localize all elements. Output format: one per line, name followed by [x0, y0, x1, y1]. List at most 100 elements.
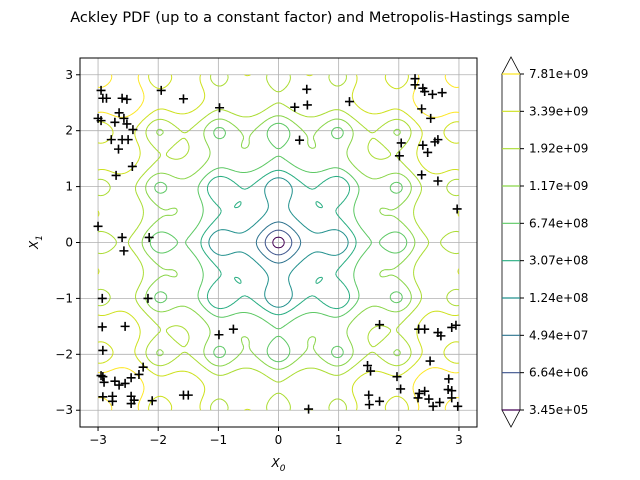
contour-level-7: [141, 115, 416, 370]
sample-point: [178, 94, 188, 104]
sample-point: [453, 401, 463, 411]
y-tick-label: 3: [65, 68, 73, 82]
sample-point: [126, 399, 136, 409]
sample-point: [143, 293, 153, 303]
sample-point: [117, 93, 127, 103]
sample-point: [410, 80, 420, 90]
x-axis-label-base: X: [271, 456, 281, 470]
sample-point: [444, 374, 454, 384]
sample-point: [375, 396, 385, 406]
contour-level-4: [208, 177, 349, 308]
y-tick-label: 2: [65, 124, 73, 138]
sample-point: [364, 390, 374, 400]
sample-point: [214, 330, 224, 340]
sample-point: [414, 388, 424, 398]
sample-point: [433, 135, 443, 145]
sample-point: [111, 170, 121, 180]
sample-point: [101, 93, 111, 103]
sample-point: [96, 371, 106, 381]
contour-level-6: [149, 122, 408, 363]
y-axis-label-base: X: [27, 240, 41, 250]
sample-point: [122, 94, 132, 104]
sample-point: [304, 404, 314, 414]
sample-point: [119, 246, 129, 256]
sample-point: [128, 125, 138, 135]
sample-point: [228, 324, 238, 334]
sample-point: [427, 89, 437, 99]
sample-point: [433, 176, 443, 186]
sample-point: [114, 380, 124, 390]
sample-point: [364, 400, 374, 410]
sample-point: [138, 362, 148, 372]
x-tick-label: 3: [455, 433, 463, 447]
sample-point: [113, 144, 123, 154]
sample-point: [420, 87, 430, 97]
sample-point: [392, 372, 402, 382]
y-tick-label: −2: [55, 347, 73, 361]
sample-point: [447, 393, 457, 403]
sample-point: [396, 138, 406, 148]
contour-level-8: [97, 74, 460, 411]
sample-point: [417, 170, 427, 180]
sample-point: [302, 84, 312, 94]
y-tick-label: −1: [55, 291, 73, 305]
chart-title: Ackley PDF (up to a constant factor) and…: [70, 10, 570, 26]
y-axis-label: X1: [27, 235, 45, 250]
y-ticks: −3 −2 −1 0 1 2 3: [55, 68, 80, 417]
sample-point: [424, 394, 434, 404]
colorbar-tick-label: 3.45e+05: [529, 403, 588, 417]
sample-point: [97, 293, 107, 303]
sample-point: [344, 97, 354, 107]
sample-points: [93, 74, 463, 414]
sample-point: [396, 384, 406, 394]
sample-point: [420, 324, 430, 334]
y-tick-label: −3: [55, 403, 73, 417]
colorbar-tick-label: 7.81e+09: [529, 67, 588, 81]
x-tick-label: −2: [149, 433, 167, 447]
sample-point: [435, 397, 445, 407]
contour-level-10: [97, 74, 460, 411]
sample-point: [426, 113, 436, 123]
sample-point: [156, 85, 166, 95]
sample-point: [93, 221, 103, 231]
sample-point: [99, 377, 109, 387]
sample-point: [437, 88, 447, 98]
contour-level-3: [255, 221, 302, 264]
colorbar-tick-label: 6.64e+06: [529, 366, 588, 380]
colorbar-tick-label: 1.92e+09: [529, 142, 588, 156]
y-tick-label: 1: [65, 180, 73, 194]
sample-point: [127, 161, 137, 171]
sample-point: [420, 386, 430, 396]
sample-point: [295, 135, 305, 145]
colorbar: 3.45e+05 6.64e+06 4.94e+07 1.24e+08 3.07e+08…: [501, 56, 588, 428]
sample-point: [418, 140, 428, 150]
sample-point: [98, 345, 108, 355]
sample-point: [96, 85, 106, 95]
sample-point: [120, 321, 130, 331]
sample-point: [134, 369, 144, 379]
x-tick-label: −3: [89, 433, 107, 447]
colorbar-tick-label: 3.07e+08: [529, 254, 588, 268]
sample-point: [375, 320, 385, 330]
y-axis-label-sub: 1: [35, 235, 45, 241]
colorbar-tick-label: 4.94e+07: [529, 328, 588, 342]
colorbar-body: [501, 73, 521, 411]
sample-point: [98, 392, 108, 402]
sample-point: [451, 320, 461, 330]
sample-point: [413, 393, 423, 403]
sample-point: [363, 361, 373, 370]
sample-point: [117, 232, 127, 242]
colorbar-tick-label: 1.17e+09: [529, 179, 588, 193]
sample-point: [366, 366, 376, 376]
colorbar-extend-min: [501, 409, 521, 428]
sample-point: [428, 401, 438, 411]
sample-point: [394, 151, 404, 161]
colorbar-tick-label: 3.39e+09: [529, 104, 588, 118]
sample-point: [215, 103, 225, 113]
sample-point: [114, 108, 124, 118]
sample-point: [290, 102, 300, 112]
sample-point: [122, 119, 132, 129]
contour-level-2: [264, 229, 293, 256]
sample-point: [417, 104, 427, 114]
